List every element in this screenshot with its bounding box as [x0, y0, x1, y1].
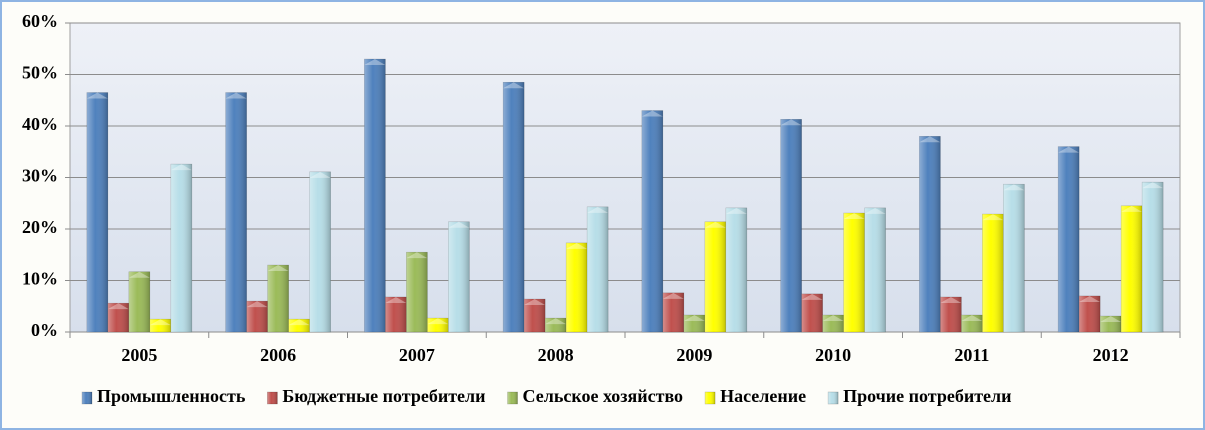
bar [864, 207, 886, 333]
bar-cap [246, 301, 268, 308]
bar-cap [864, 207, 886, 214]
bar-cap [170, 164, 192, 171]
bar-cap [524, 299, 546, 306]
bar [1057, 146, 1080, 333]
legend-label: Население [720, 386, 806, 406]
bar-cap [385, 296, 407, 303]
x-tick-label: 2009 [676, 345, 712, 365]
bar-cap [683, 315, 705, 322]
legend-label: Прочие потребители [843, 386, 1011, 406]
bar-cap [641, 110, 663, 117]
bar [1141, 181, 1164, 333]
bar [586, 206, 609, 333]
bar [225, 92, 247, 333]
bar-cap [427, 318, 449, 325]
x-tick-label: 2012 [1093, 345, 1129, 365]
bar-cap [843, 213, 865, 220]
bar-cap [1121, 205, 1143, 212]
legend-label: Промышленность [97, 386, 246, 406]
bar-cap [1058, 146, 1080, 153]
bar-cap [961, 315, 983, 322]
legend-swatch-shade [507, 392, 518, 404]
bar [128, 271, 151, 333]
bar-cap [940, 296, 962, 303]
bar [565, 242, 588, 333]
x-tick-label: 2011 [954, 345, 989, 365]
x-tick-label: 2006 [260, 345, 296, 365]
legend-label: Бюджетные потребители [282, 386, 485, 406]
bar-cap [128, 271, 150, 278]
x-tick-label: 2008 [538, 345, 574, 365]
bar-cap [662, 292, 684, 299]
bar-cap [503, 82, 525, 89]
legend-label: Сельское хозяйство [523, 386, 684, 406]
bar [919, 136, 941, 333]
bar-cap [587, 206, 609, 213]
x-tick-label: 2007 [399, 345, 435, 365]
bar [780, 119, 802, 333]
bar [704, 221, 727, 333]
bar-cap [822, 315, 844, 322]
bar [86, 92, 109, 333]
bar-cap [801, 293, 823, 300]
bar [267, 264, 289, 333]
x-tick-label: 2005 [121, 345, 157, 365]
y-tick-label: 60% [22, 11, 58, 31]
bar-cap [225, 92, 247, 99]
bar-cap [149, 319, 171, 326]
bar-cap [1079, 295, 1101, 302]
bar [364, 58, 386, 333]
x-tick-label: 2010 [815, 345, 851, 365]
y-tick-label: 30% [22, 166, 58, 186]
y-tick-label: 50% [22, 63, 58, 83]
legend-swatch-shade [828, 392, 839, 404]
bar-cap [364, 59, 386, 66]
bar-cap [1142, 182, 1164, 189]
bar-cap [725, 207, 747, 214]
bar [406, 251, 428, 333]
y-tick-label: 40% [22, 114, 58, 134]
bar [170, 163, 193, 333]
y-tick-label: 10% [22, 269, 58, 289]
y-tick-label: 20% [22, 217, 58, 237]
y-tick-label: 0% [31, 320, 58, 340]
bar [641, 110, 664, 333]
legend-swatch-shade [705, 392, 716, 404]
bar-cap [448, 221, 470, 228]
bar [725, 207, 748, 333]
bar-cap [780, 119, 802, 126]
bar [309, 171, 331, 333]
bar-cap [545, 318, 567, 325]
bar-cap [86, 92, 108, 99]
bar [502, 81, 525, 333]
bar [1003, 183, 1025, 333]
bar-cap [267, 265, 289, 272]
bar-cap [566, 242, 588, 249]
bar-cap [309, 171, 331, 178]
bar-cap [288, 319, 310, 326]
bar [1120, 205, 1143, 333]
bar-cap [919, 136, 941, 143]
legend-swatch-shade [82, 392, 92, 404]
bar [843, 212, 865, 333]
bar-cap [1100, 316, 1122, 323]
bar [448, 221, 470, 333]
legend-swatch-shade [267, 392, 278, 404]
bar-cap [704, 221, 726, 228]
bar-cap [107, 303, 129, 310]
bar [982, 213, 1004, 333]
bar-cap [982, 214, 1004, 221]
bar-cap [406, 252, 428, 259]
bar-cap [1003, 184, 1025, 191]
